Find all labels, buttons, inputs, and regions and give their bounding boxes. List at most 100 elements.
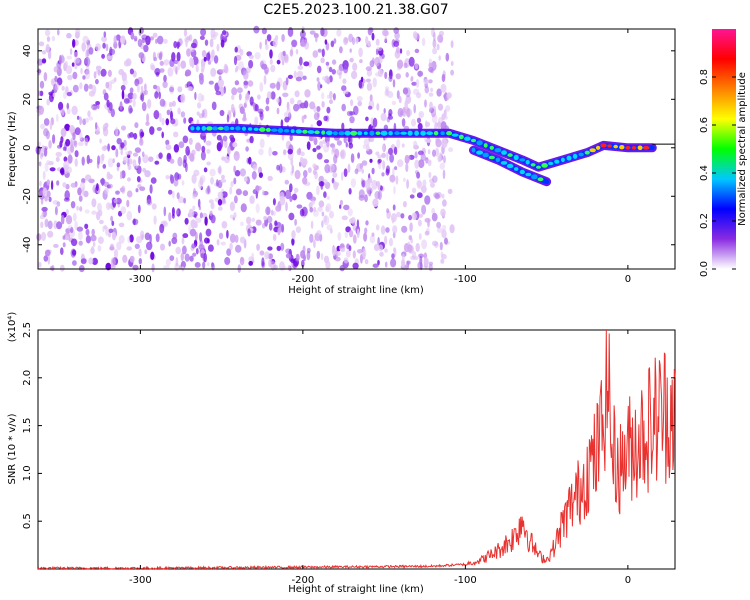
noise-blob [436,227,443,233]
noise-blob [322,76,327,81]
signal-blob [290,129,295,134]
noise-blob [226,114,230,123]
signal-blob [332,131,338,136]
y-tick-label: 2.5 [22,322,33,338]
noise-blob [53,243,59,248]
noise-blob [149,184,153,194]
noise-blob [144,170,151,178]
noise-blob [184,253,190,262]
noise-blob [295,76,303,82]
noise-blob [213,32,219,37]
noise-blob [450,61,454,66]
noise-blob [256,243,260,251]
noise-blob [291,164,295,174]
noise-blob [148,156,154,162]
snr-x-label: Height of straight line (km) [288,584,424,595]
noise-blob [352,62,358,71]
noise-blob [433,32,436,41]
noise-blob [43,255,49,262]
noise-blob [78,231,83,241]
signal-blob [476,150,484,155]
noise-blob [76,226,84,232]
noise-blob [43,72,48,82]
noise-blob [443,155,446,164]
noise-blob [219,69,226,74]
noise-blob [100,72,106,77]
noise-blob [299,30,306,39]
noise-blob [289,196,293,202]
noise-blob [367,105,373,110]
noise-blob [269,82,276,89]
noise-blob [283,54,289,62]
noise-blob [294,218,297,226]
signal-blob [446,131,453,136]
noise-blob [236,87,243,94]
noise-blob [380,225,386,235]
noise-blob [233,177,237,185]
noise-blob [133,218,136,226]
noise-blob [358,80,365,89]
noise-blob [171,52,176,62]
noise-blob [39,80,45,89]
noise-blob [364,227,368,234]
noise-blob [296,204,303,209]
noise-blob [299,156,304,164]
noise-blob [316,185,320,196]
noise-blob [243,80,249,86]
noise-blob [276,245,282,251]
noise-blob [239,236,246,244]
x-tick-label: 0 [625,575,631,586]
noise-blob [81,42,86,52]
noise-blob [343,257,349,264]
noise-blob [316,106,321,112]
noise-blob [110,264,116,269]
noise-blob [359,59,363,64]
noise-blob [39,180,42,187]
signal-blob [230,126,235,130]
noise-blob [42,187,48,197]
noise-blob [79,206,83,212]
noise-blob [61,85,65,91]
noise-blob [65,215,73,225]
noise-blob [186,35,191,41]
noise-blob [424,217,431,223]
spectrogram-x-label: Height of straight line (km) [288,285,424,296]
noise-blob [129,107,134,113]
noise-blob [303,114,307,120]
noise-blob [316,145,321,150]
noise-blob [153,110,160,120]
noise-blob [91,228,95,236]
noise-blob [123,98,130,104]
noise-blob [201,50,207,58]
noise-blob [159,98,166,107]
colorbar-label: Normalized spectral amplitude [737,72,748,226]
noise-blob [409,222,413,233]
noise-blob [414,159,420,169]
signal-blob [554,159,560,164]
noise-blob [294,169,301,180]
noise-blob [300,151,305,157]
noise-blob [197,102,202,109]
noise-blob [375,48,379,56]
signal-blob [223,125,230,131]
noise-blob [377,154,382,159]
noise-blob [309,207,314,213]
noise-blob [316,120,322,127]
noise-blob [309,196,317,202]
noise-blob [86,154,91,165]
colorbar-tick-label: 0.2 [699,213,710,229]
noise-blob [126,190,133,198]
noise-blob [281,34,285,42]
noise-blob [268,222,273,231]
noise-blob [206,148,211,154]
noise-blob [46,36,51,42]
noise-blob [52,92,56,98]
noise-blob [284,189,292,200]
noise-blob [168,189,173,195]
noise-blob [181,180,185,186]
noise-blob [432,175,438,183]
noise-blob [321,220,324,228]
noise-blob [258,148,264,156]
noise-blob [290,258,296,264]
noise-blob [266,34,272,42]
